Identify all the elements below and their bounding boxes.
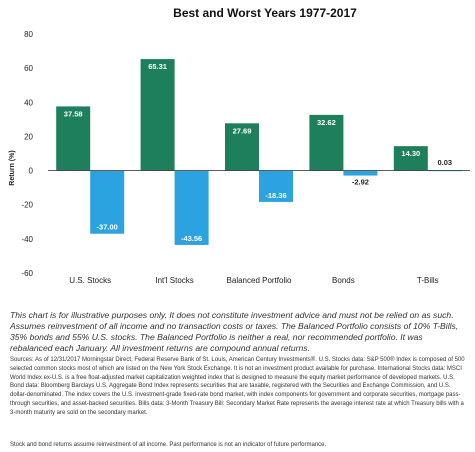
- y-tick-label: 60: [24, 64, 33, 73]
- y-tick-label: 40: [24, 98, 33, 107]
- category-label: Balanced Portfolio: [227, 276, 292, 285]
- bar-value-label: -43.56: [181, 234, 202, 243]
- bars-group: [56, 59, 462, 245]
- disclaimer-text: This chart is for illustrative purposes …: [10, 310, 459, 353]
- bar-value-label: 32.62: [317, 118, 336, 127]
- y-tick-label: -20: [21, 201, 33, 210]
- bar-best: [140, 59, 175, 171]
- y-tick-label: 0: [29, 167, 34, 176]
- category-label: Bonds: [332, 276, 355, 285]
- bar-worst: [90, 170, 125, 234]
- bar-value-label: -18.36: [265, 191, 286, 200]
- bar-worst: [343, 170, 378, 176]
- chart-title: Best and Worst Years 1977-2017: [173, 6, 357, 20]
- category-label: U.S. Stocks: [69, 276, 111, 285]
- y-axis-label: Return (%): [9, 150, 16, 185]
- bar-worst: [174, 170, 209, 245]
- sources-text: Sources: As of 12/31/2017 Morningstar Di…: [10, 357, 465, 416]
- category-label: T-Bills: [417, 276, 439, 285]
- bar-value-label: 65.31: [148, 62, 167, 71]
- category-labels: U.S. Stocks Int'l Stocks Balanced Portfoli…: [69, 276, 438, 285]
- y-tick-label: 20: [24, 132, 33, 141]
- bar-chart: Best and Worst Years 1977-2017 Return (%…: [9, 6, 470, 285]
- bar-value-label: 27.69: [233, 126, 252, 135]
- bar-worst: [259, 170, 293, 202]
- bar-value-label: 0.03: [437, 158, 452, 167]
- bar-best: [56, 106, 91, 171]
- bar-labels-group: 37.58 -37.00 65.31 -43.56 27.69 -18.36 32.62 -2…: [64, 62, 452, 243]
- bar-best: [309, 114, 344, 171]
- bar-value-label: -2.92: [352, 178, 369, 187]
- category-label: Int'l Stocks: [155, 276, 193, 285]
- bar-best: [393, 146, 428, 171]
- bar-value-label: -37.00: [97, 223, 118, 232]
- bar-best: [225, 123, 259, 171]
- bar-value-label: 14.30: [401, 149, 420, 158]
- y-tick-label: -40: [21, 235, 33, 244]
- y-tick-label: -60: [21, 269, 33, 278]
- y-axis-ticks: 80 60 40 20 0 -20 -40 -60: [21, 30, 33, 278]
- bar-value-label: 37.58: [64, 109, 83, 118]
- y-tick-label: 80: [24, 30, 33, 39]
- footer-note: Stock and bond returns assume reinvestme…: [10, 442, 327, 448]
